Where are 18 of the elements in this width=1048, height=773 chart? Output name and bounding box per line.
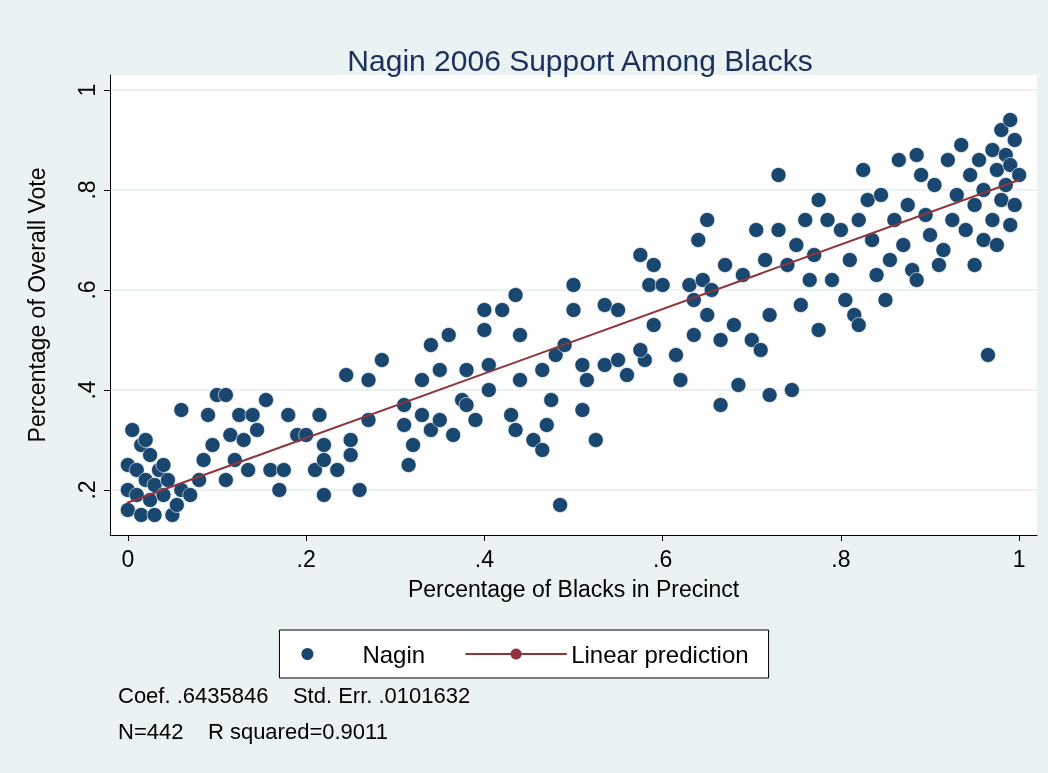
legend-label: Linear prediction (571, 640, 749, 668)
x-tick-label: 0 (121, 545, 135, 572)
y-tick-label: 1 (73, 83, 100, 97)
x-axis-title: Percentage of Blacks in Precinct (407, 575, 740, 602)
x-tick-label: .6 (653, 545, 673, 572)
y-tick-label: .4 (73, 380, 100, 400)
x-tick-label: 1 (1012, 545, 1026, 572)
y-tick-label: .6 (73, 280, 100, 300)
y-tick-label: .8 (73, 180, 100, 200)
y-axis-title: Percentage of Overall Vote (23, 167, 50, 443)
chart-title: Nagin 2006 Support Among Blacks (347, 43, 813, 77)
x-tick-label: .2 (296, 545, 316, 572)
legend-label: Nagin (362, 640, 426, 668)
x-tick-label: .8 (831, 545, 851, 572)
y-tick-label: .2 (73, 480, 100, 500)
x-tick-label: .4 (474, 545, 495, 572)
text: N=442 R squared=0.9011 (118, 718, 388, 744)
text: Coef. .6435846 Std. Err. .0101632 (118, 682, 471, 708)
